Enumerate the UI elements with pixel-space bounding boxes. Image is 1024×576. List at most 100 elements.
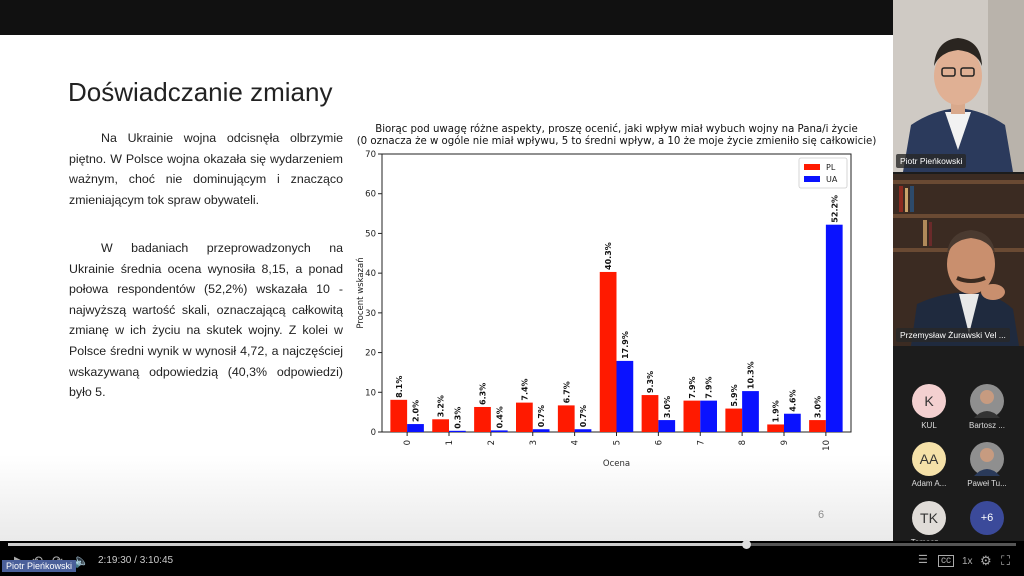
participant-name: Paweł Tu... [967, 479, 1007, 488]
data-label: 5.9% [730, 384, 739, 406]
captions-icon[interactable]: cc [938, 555, 954, 567]
data-label: 0.7% [579, 405, 588, 427]
participant-kul[interactable]: K KUL [901, 384, 957, 430]
bar-ua [532, 429, 550, 432]
x-tick-label: 9 [780, 440, 790, 445]
participant-bartosz[interactable]: Bartosz ... [959, 384, 1015, 430]
bar-pl [516, 402, 533, 432]
slide-page-number: 6 [818, 509, 825, 521]
y-tick-label: 70 [365, 150, 376, 160]
bar-pl [725, 408, 743, 432]
top-bar [0, 0, 893, 35]
bar-ua [700, 400, 717, 432]
data-label: 8.1% [395, 376, 404, 398]
data-label: 1.9% [772, 400, 781, 422]
y-tick-label: 40 [365, 269, 376, 279]
data-label: 10.3% [747, 361, 756, 389]
participant-tomasz[interactable]: TK Tomasz ... [901, 501, 957, 547]
participant-name: Bartosz ... [968, 421, 1005, 430]
y-tick-label: 10 [365, 388, 376, 398]
bar-pl [641, 395, 659, 432]
speaker-name-tag: Piotr Pieńkowski [896, 154, 967, 168]
playback-speed-button[interactable]: 1x [962, 556, 973, 567]
data-label: 0.4% [495, 406, 504, 428]
data-label: 3.0% [663, 396, 672, 418]
player-controls [0, 541, 1024, 576]
legend-swatch [804, 176, 820, 182]
bar-pl [557, 405, 575, 432]
more-participants-button[interactable]: +6 [959, 501, 1015, 535]
bar-ua [490, 430, 508, 432]
progress-fill [8, 543, 747, 546]
data-label: 7.4% [520, 378, 529, 400]
legend-label: PL [826, 163, 836, 172]
bar-ua [574, 429, 592, 432]
bar-pl [432, 419, 449, 432]
current-speaker-badge: Piotr Pieńkowski [2, 560, 77, 572]
y-axis-label: Procent wskazań [356, 257, 366, 328]
data-label: 4.6% [788, 390, 797, 412]
slide-title: Doświadczanie zmiany [68, 77, 333, 107]
data-label: 3.0% [814, 396, 823, 418]
x-tick-label: 8 [738, 440, 748, 445]
volume-icon[interactable]: 🔈 [73, 553, 90, 568]
data-label: 7.9% [705, 376, 714, 398]
chart-title: Biorąc pod uwagę różne aspekty, proszę o… [375, 123, 858, 135]
bar-ua [825, 224, 843, 432]
legend-swatch [804, 164, 820, 170]
participant-name: KUL [921, 421, 937, 430]
y-tick-label: 0 [371, 428, 376, 438]
data-label: 6.3% [479, 383, 488, 405]
y-tick-label: 30 [365, 309, 376, 319]
chart-svg: Biorąc pod uwagę różne aspekty, proszę o… [356, 123, 877, 469]
x-tick-label: 2 [487, 440, 497, 445]
bar-pl [599, 271, 617, 432]
avatar-photo-icon [970, 384, 1004, 418]
y-tick-label: 60 [365, 190, 376, 200]
fullscreen-icon[interactable]: ⛶ [1001, 553, 1011, 568]
data-label: 9.3% [646, 371, 655, 393]
progress-bar[interactable] [8, 540, 1016, 549]
participants-sidebar: Piotr Pieńkowski Przemysław Żurawski Vel… [893, 0, 1024, 576]
x-tick-label: 5 [613, 440, 623, 445]
y-tick-label: 20 [365, 349, 376, 359]
data-label: 40.3% [604, 242, 613, 270]
time-display: 2:19:30 / 3:10:45 [98, 555, 174, 566]
data-label: 0.7% [537, 405, 546, 427]
data-label: 3.2% [437, 395, 446, 417]
bar-ua [742, 391, 759, 432]
bar-ua [407, 424, 424, 432]
legend-label: UA [826, 175, 838, 184]
data-label: 0.3% [453, 407, 462, 429]
data-label: 7.9% [688, 376, 697, 398]
slide-paragraph-1: Na Ukrainie wojna odcisnęła olbrzymie pi… [69, 131, 343, 207]
bar-pl [390, 399, 408, 432]
bar-pl [683, 400, 701, 432]
progress-scrubber[interactable] [742, 540, 752, 549]
participant-name: Adam A... [911, 479, 947, 488]
participant-name-tag: Przemysław Żurawski Vel ... [896, 328, 1010, 342]
chart-subtitle: (0 oznacza że w ogóle nie miał wpływu, 5… [357, 135, 877, 147]
more-participants-count: +6 [970, 501, 1004, 535]
video-tile-speaker[interactable]: Piotr Pieńkowski [893, 0, 1024, 172]
slide-paragraph-2: W badaniach przeprowadzonych na Ukrainie… [69, 241, 343, 400]
participant-video-icon [893, 174, 1024, 346]
data-label: 6.7% [562, 381, 571, 403]
x-axis-label: Ocena [603, 459, 630, 469]
participant-adam[interactable]: AA Adam A... [901, 442, 957, 488]
avatar: K [912, 384, 946, 418]
avatar: TK [912, 501, 946, 535]
bar-ua [658, 420, 676, 432]
video-tile-participant[interactable]: Przemysław Żurawski Vel ... [893, 174, 1024, 346]
x-tick-label: 0 [403, 440, 413, 445]
settings-gear-icon[interactable]: ⚙ [980, 553, 992, 568]
bar-pl [474, 406, 491, 432]
x-tick-label: 10 [822, 440, 832, 451]
chapters-icon[interactable]: ☰ [918, 554, 928, 566]
data-label: 52.2% [830, 195, 839, 223]
x-tick-label: 1 [445, 440, 455, 445]
avatar-photo-icon [970, 442, 1004, 476]
participant-pawel[interactable]: Paweł Tu... [959, 442, 1015, 488]
legend-box [798, 157, 848, 189]
data-label: 2.0% [412, 400, 421, 422]
